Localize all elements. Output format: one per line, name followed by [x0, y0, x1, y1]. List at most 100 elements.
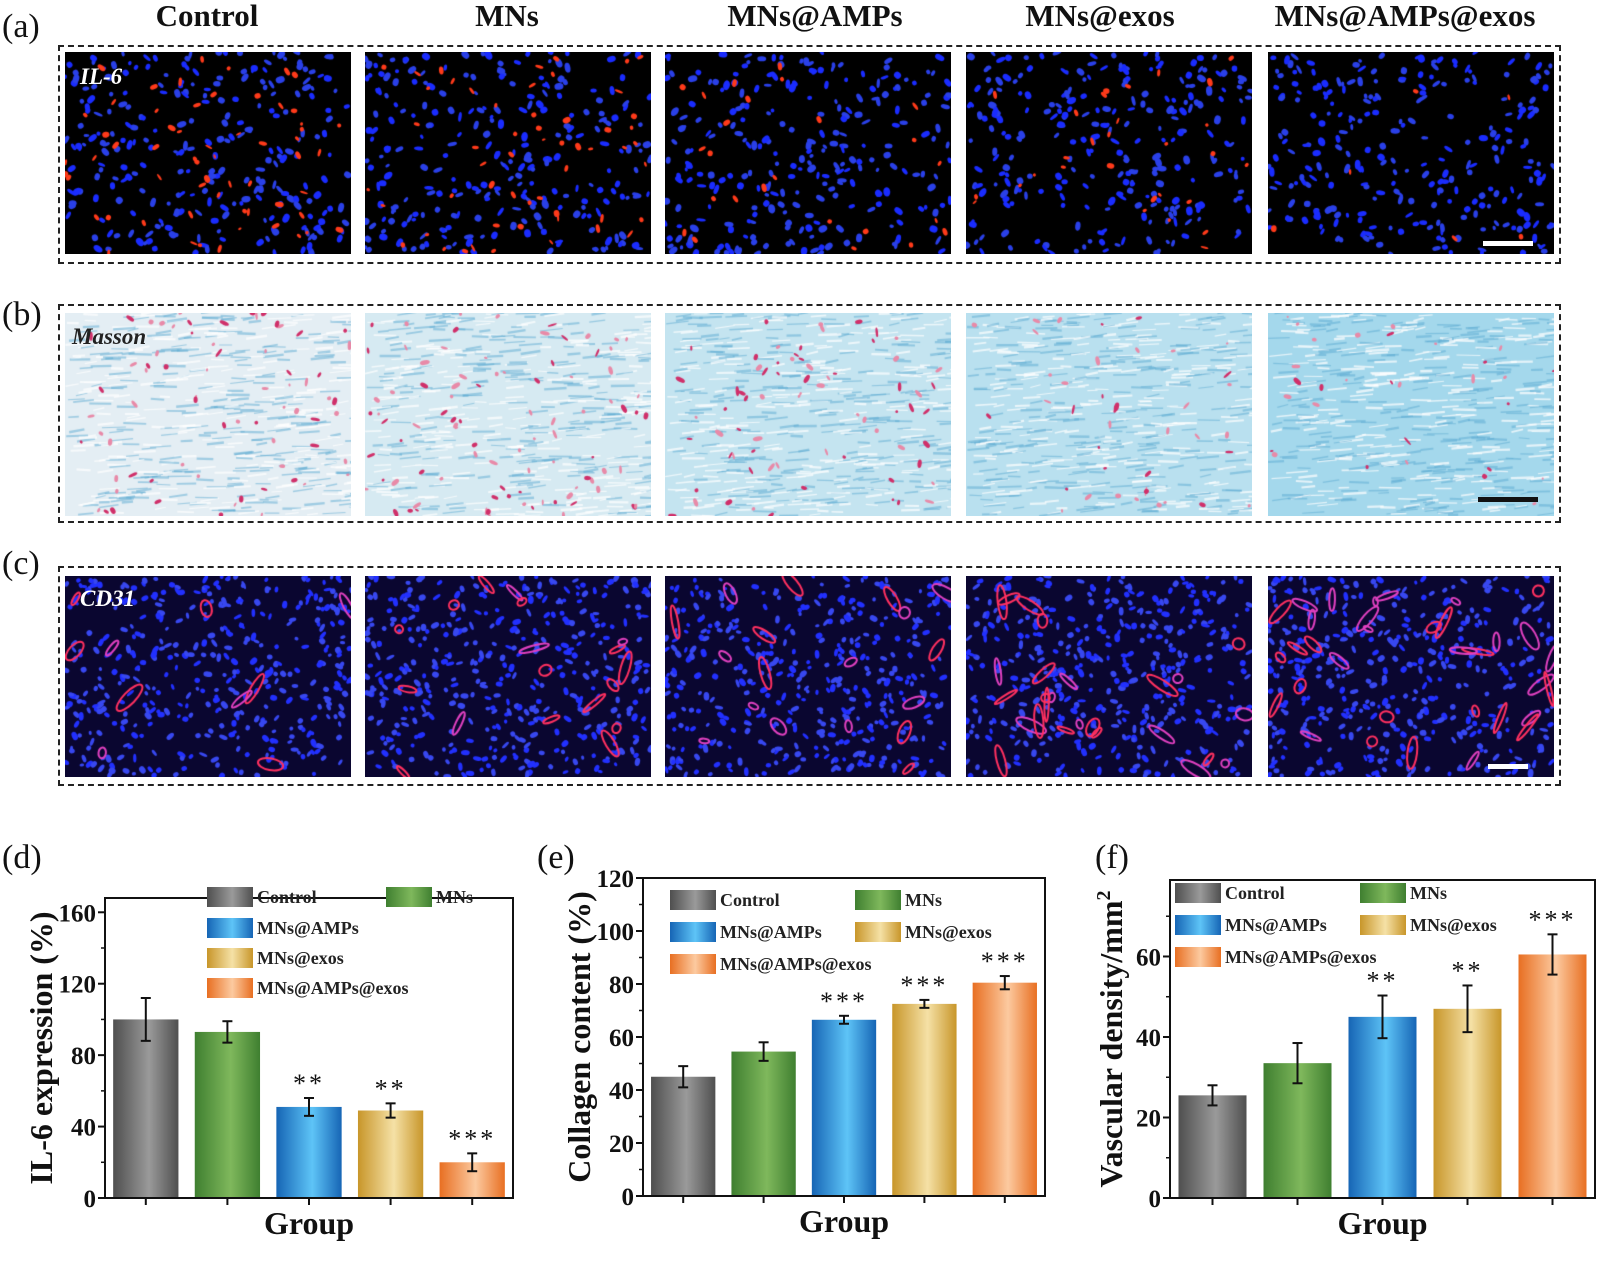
legend-swatch	[386, 887, 432, 907]
panel-letter: (f)	[1095, 839, 1129, 876]
bar-mns-exos	[892, 1003, 957, 1196]
legend-label: MNs@AMPs	[257, 918, 359, 938]
significance-marker: **	[1367, 967, 1399, 996]
column-header-mns-exos: MNs@exos	[1025, 0, 1175, 33]
y-tick-label: 40	[71, 1115, 96, 1142]
legend-swatch	[670, 922, 716, 942]
stain-label-masson: Masson	[72, 324, 147, 349]
y-tick-label: 0	[622, 1184, 635, 1211]
micrograph-a-4	[1268, 52, 1554, 254]
bar-mns-amps	[811, 1019, 877, 1196]
x-axis-label: Group	[799, 1203, 889, 1239]
y-tick-label: 60	[609, 1025, 634, 1052]
legend-swatch	[207, 948, 253, 968]
y-axis-label: Collagen content (%)	[561, 891, 597, 1183]
bar-control	[1178, 1095, 1247, 1198]
y-tick-label: 160	[59, 900, 97, 927]
legend-label: MNs@AMPs	[720, 922, 822, 942]
y-axis-label-text: Vascular density/mm	[1093, 900, 1129, 1187]
panel-a-frame	[58, 45, 1561, 264]
micrograph-b-2	[665, 313, 951, 516]
column-header-mns-amps-exos: MNs@AMPs@exos	[1274, 0, 1536, 33]
column-header-mns: MNs	[475, 0, 539, 33]
panel-letter-c: (c)	[2, 545, 40, 582]
micrograph-c-2	[665, 576, 951, 777]
panel-letter-a: (a)	[2, 8, 40, 45]
micrograph-a-0	[65, 52, 351, 254]
micrograph-b-4	[1268, 313, 1554, 516]
significance-marker: ***	[820, 987, 868, 1016]
column-header-mns-amps: MNs@AMPs	[727, 0, 903, 33]
bar-mns-amps-exos	[1518, 954, 1587, 1198]
y-tick-label: 80	[609, 972, 634, 999]
scale-bar-b	[1478, 497, 1538, 502]
legend-swatch	[1175, 947, 1221, 967]
column-header-control: Control	[155, 0, 259, 33]
bar-mns-exos	[1433, 1008, 1502, 1198]
stain-label-cd31: CD31	[80, 586, 135, 611]
y-tick-label: 100	[597, 919, 635, 946]
scale-bar-c	[1488, 764, 1528, 769]
micrograph-c-1	[365, 576, 651, 777]
y-axis-label: Vascular density/mm2	[1093, 890, 1129, 1187]
legend-label: MNs	[436, 887, 473, 907]
legend-label: Control	[720, 890, 780, 910]
legend-label: MNs	[905, 890, 942, 910]
panel-letter-b: (b)	[2, 296, 42, 333]
y-axis-label: IL-6 expression (%)	[23, 911, 59, 1184]
legend-swatch	[670, 954, 716, 974]
legend-swatch	[1360, 915, 1406, 935]
bar-mns-amps	[1348, 1016, 1417, 1198]
bar-mns	[194, 1031, 261, 1198]
bar-mns-amps	[276, 1106, 342, 1198]
significance-marker: ***	[900, 971, 948, 1000]
x-axis-label: Group	[1337, 1205, 1427, 1241]
micrograph-c-0	[65, 576, 351, 777]
legend-swatch	[207, 887, 253, 907]
panel-letter: (d)	[2, 839, 42, 876]
legend-swatch	[1360, 883, 1406, 903]
significance-marker: ***	[1529, 905, 1577, 934]
y-tick-label: 120	[597, 866, 635, 893]
scale-bar-a	[1483, 241, 1533, 246]
y-tick-label: 40	[1136, 1025, 1161, 1052]
legend-label: MNs@AMPs@exos	[257, 978, 408, 998]
significance-marker: **	[293, 1069, 325, 1098]
legend-label: MNs	[1410, 883, 1447, 903]
legend-swatch	[207, 978, 253, 998]
y-axis-label-superscript: 2	[1093, 890, 1115, 900]
legend-label: MNs@AMPs@exos	[720, 954, 871, 974]
y-axis-label-text: Collagen content (%)	[561, 891, 597, 1183]
y-tick-label: 40	[609, 1078, 634, 1105]
legend-label: MNs@exos	[1410, 915, 1497, 935]
chart-e: (e) *** *** *** 0 20 40 60 80 100 120 Group Collagen…	[537, 839, 1046, 1239]
legend-label: MNs@exos	[905, 922, 992, 942]
y-tick-label: 120	[59, 972, 97, 999]
legend-label: MNs@AMPs	[1225, 915, 1327, 935]
bar-mns-amps-exos	[972, 982, 1037, 1196]
plot-frame	[1169, 879, 1596, 1199]
micrograph-b-0	[65, 313, 351, 516]
significance-marker: ***	[448, 1124, 496, 1153]
panel-c-frame	[58, 566, 1561, 786]
micrograph-a-3	[966, 52, 1252, 254]
legend-label: MNs@AMPs@exos	[1225, 947, 1376, 967]
bar-mns	[1263, 1063, 1332, 1198]
y-tick-label: 60	[1136, 944, 1161, 971]
panel-letter: (e)	[537, 839, 575, 876]
bar-mns	[731, 1051, 796, 1196]
y-tick-label: 20	[609, 1131, 634, 1158]
bar-control	[651, 1076, 716, 1196]
legend-label: MNs@exos	[257, 948, 344, 968]
y-tick-label: 0	[1149, 1186, 1162, 1213]
significance-marker: **	[1452, 956, 1484, 985]
legend-swatch	[1175, 915, 1221, 935]
legend-swatch	[855, 922, 901, 942]
stain-label-il6: IL-6	[80, 64, 123, 89]
legend-swatch	[855, 890, 901, 910]
micrograph-c-3	[966, 576, 1252, 777]
y-tick-label: 20	[1136, 1105, 1161, 1132]
x-axis-label: Group	[264, 1205, 354, 1241]
